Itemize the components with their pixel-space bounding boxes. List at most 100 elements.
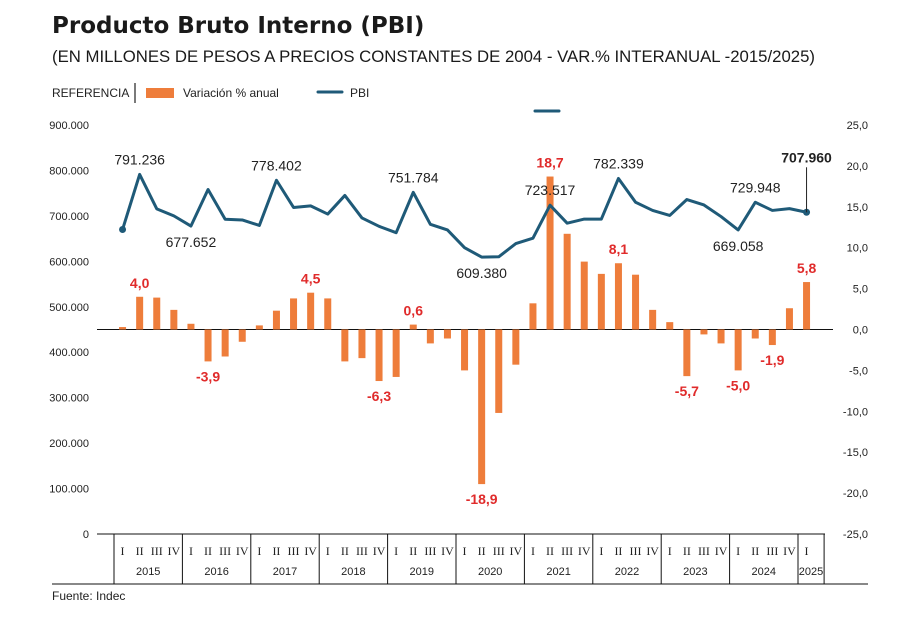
quarter-label: II [136,544,144,558]
right-axis-tick-label: 20,0 [847,161,868,173]
left-axis-tick-label: 800.000 [49,165,89,177]
pbi-point [119,226,127,234]
bar-variacion [153,297,161,330]
right-axis-tick-label: 0,0 [853,325,868,337]
left-axis-tick-label: 400.000 [49,347,89,359]
bar-variacion [272,310,280,330]
left-axis-tick-label: 600.000 [49,256,89,268]
bar-variacion [563,233,571,330]
left-axis-tick-label: 300.000 [49,393,89,405]
bar-variacion [392,329,400,377]
bar-variacion [478,329,486,485]
quarter-label: IV [441,544,454,558]
bar-variacion [221,329,229,357]
bar-value-label: 8,1 [609,241,629,257]
left-axis-tick-label: 700.000 [49,211,89,223]
quarter-label: I [599,544,603,558]
quarter-label: III [766,544,778,558]
year-label: 2018 [341,566,365,578]
quarter-label: III [698,544,710,558]
bar-variacion [785,308,793,330]
year-label: 2017 [273,566,297,578]
bars [119,176,811,485]
right-axis-tick-label: -5,0 [849,365,868,377]
bar-value-label: -3,9 [196,368,220,384]
bar-variacion [461,329,469,371]
data-labels: 4,0 -3,9 4,5 -6,3 0,6 -18,9 18,7 8,1 -5,7 -5,0 -1,… [114,149,832,507]
bar-value-label: -1,9 [760,352,784,368]
bar-variacion [426,329,434,344]
bar-value-label: -5,0 [726,377,750,393]
quarter-label: I [257,544,261,558]
bar-value-label: -18,9 [466,491,498,507]
right-axis-tick-label: -10,0 [843,406,868,418]
bar-variacion [290,298,298,330]
quarter-label: II [272,544,280,558]
bar-variacion [358,329,366,359]
bar-value-label: 0,6 [404,303,424,319]
line-value-label: 723.517 [525,182,576,198]
line-value-label: 782.339 [593,155,644,171]
right-axis-tick-label: -15,0 [843,447,868,459]
bar-variacion [768,329,776,346]
bar-variacion [119,327,127,330]
quarter-label: II [751,544,759,558]
bar-variacion [580,261,588,330]
right-axis-tick-label: 5,0 [853,284,868,296]
legend-bar-swatch [146,88,174,98]
year-label: 2020 [478,566,502,578]
bar-variacion [529,303,537,330]
bar-variacion [238,329,246,342]
year-label: 2021 [546,566,570,578]
quarter-label: I [189,544,193,558]
quarter-label: I [805,544,809,558]
axes: 0 100.000 200.000 300.000 400.000 500.000 600.… [49,120,868,541]
quarter-label: IV [510,544,523,558]
right-axis-tick-label: -20,0 [843,488,868,500]
left-axis-tick-label: 0 [83,529,89,541]
quarter-label: I [736,544,740,558]
year-label: 2023 [683,566,707,578]
quarter-label: IV [646,544,659,558]
line-value-label: 729.948 [730,179,781,195]
bar-variacion [187,323,195,330]
line-value-label: 677.652 [166,234,217,250]
right-axis-tick-label: 10,0 [847,243,868,255]
bar-variacion [597,273,605,330]
quarter-label: II [409,544,417,558]
line-value-label: 669.058 [713,238,764,254]
left-axis-tick-label: 200.000 [49,438,89,450]
bar-variacion [512,329,520,365]
quarter-label: II [478,544,486,558]
bar-value-label: 4,0 [130,275,150,291]
right-axis-tick-label: 25,0 [847,120,868,132]
pbi-line-path [121,172,807,259]
bar-variacion [495,329,503,413]
bar-variacion [204,329,212,362]
bar-variacion [324,298,332,330]
bar-variacion [683,329,691,377]
bar-variacion [751,329,759,339]
bar-value-label: -5,7 [675,383,699,399]
quarter-label: III [630,544,642,558]
line-value-label: 778.402 [251,157,302,173]
legend-line-label: PBI [350,86,369,100]
bar-variacion [734,329,742,371]
quarter-label: I [531,544,535,558]
left-axis-tick-label: 100.000 [49,484,89,496]
year-label: 2025 [799,566,823,578]
quarter-label: III [288,544,300,558]
chart-subtitle: (EN MILLONES DE PESOS A PRECIOS CONSTANT… [52,47,815,66]
line-value-label: 609.380 [456,265,507,281]
legend-heading: REFERENCIA [52,86,129,100]
bar-variacion [717,329,725,344]
quarter-label: IV [783,544,796,558]
source-note: Fuente: Indec [52,589,125,603]
quarter-label: IV [304,544,317,558]
right-axis-tick-label: -25,0 [843,529,868,541]
chart-title: Producto Bruto Interno (PBI) [52,13,424,39]
bar-variacion [136,296,144,330]
bar-value-label: 18,7 [536,155,563,171]
